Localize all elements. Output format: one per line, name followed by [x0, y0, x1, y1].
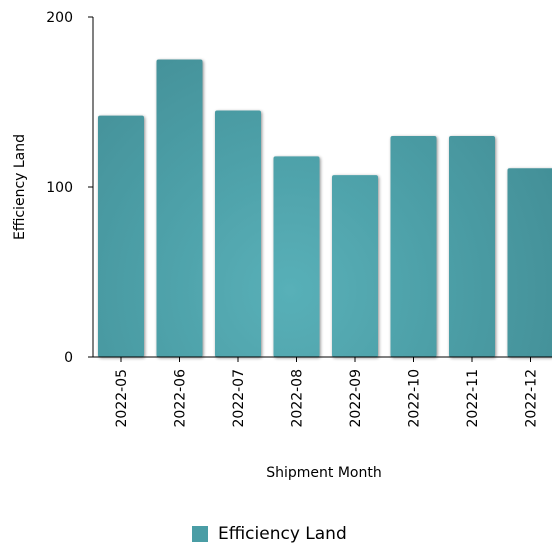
bar: [332, 175, 378, 357]
bar: [449, 136, 495, 357]
legend: Efficiency Land: [192, 522, 347, 546]
bars: [98, 59, 552, 357]
bar: [98, 115, 144, 357]
legend-label: Efficiency Land: [218, 524, 347, 544]
y-axis-title: Efficiency Land: [12, 134, 28, 240]
x-tick-label: 2022-05: [114, 369, 130, 428]
x-tick-label: 2022-06: [173, 369, 189, 428]
y-axis: 0 100 200: [46, 10, 94, 366]
x-tick-label: 2022-07: [231, 369, 247, 428]
x-tick-label: 2022-09: [348, 369, 364, 428]
x-tick-label: 2022-08: [290, 369, 306, 428]
bar: [215, 110, 261, 357]
y-tick-label: 100: [46, 180, 73, 196]
x-axis-title: Shipment Month: [266, 465, 381, 481]
legend-swatch: [192, 526, 208, 542]
y-tick-label: 0: [64, 350, 73, 366]
x-tick-label: 2022-12: [524, 369, 540, 428]
y-tick-label: 200: [46, 10, 73, 26]
x-tick-label: 2022-11: [465, 369, 481, 428]
bar: [273, 156, 320, 357]
x-tick-label: 2022-10: [407, 369, 423, 428]
bar: [156, 59, 203, 357]
x-axis: 2022-05 2022-06 2022-07 2022-08 2022-09 2022-…: [93, 356, 552, 428]
bar: [390, 136, 437, 357]
bar: [507, 168, 552, 357]
